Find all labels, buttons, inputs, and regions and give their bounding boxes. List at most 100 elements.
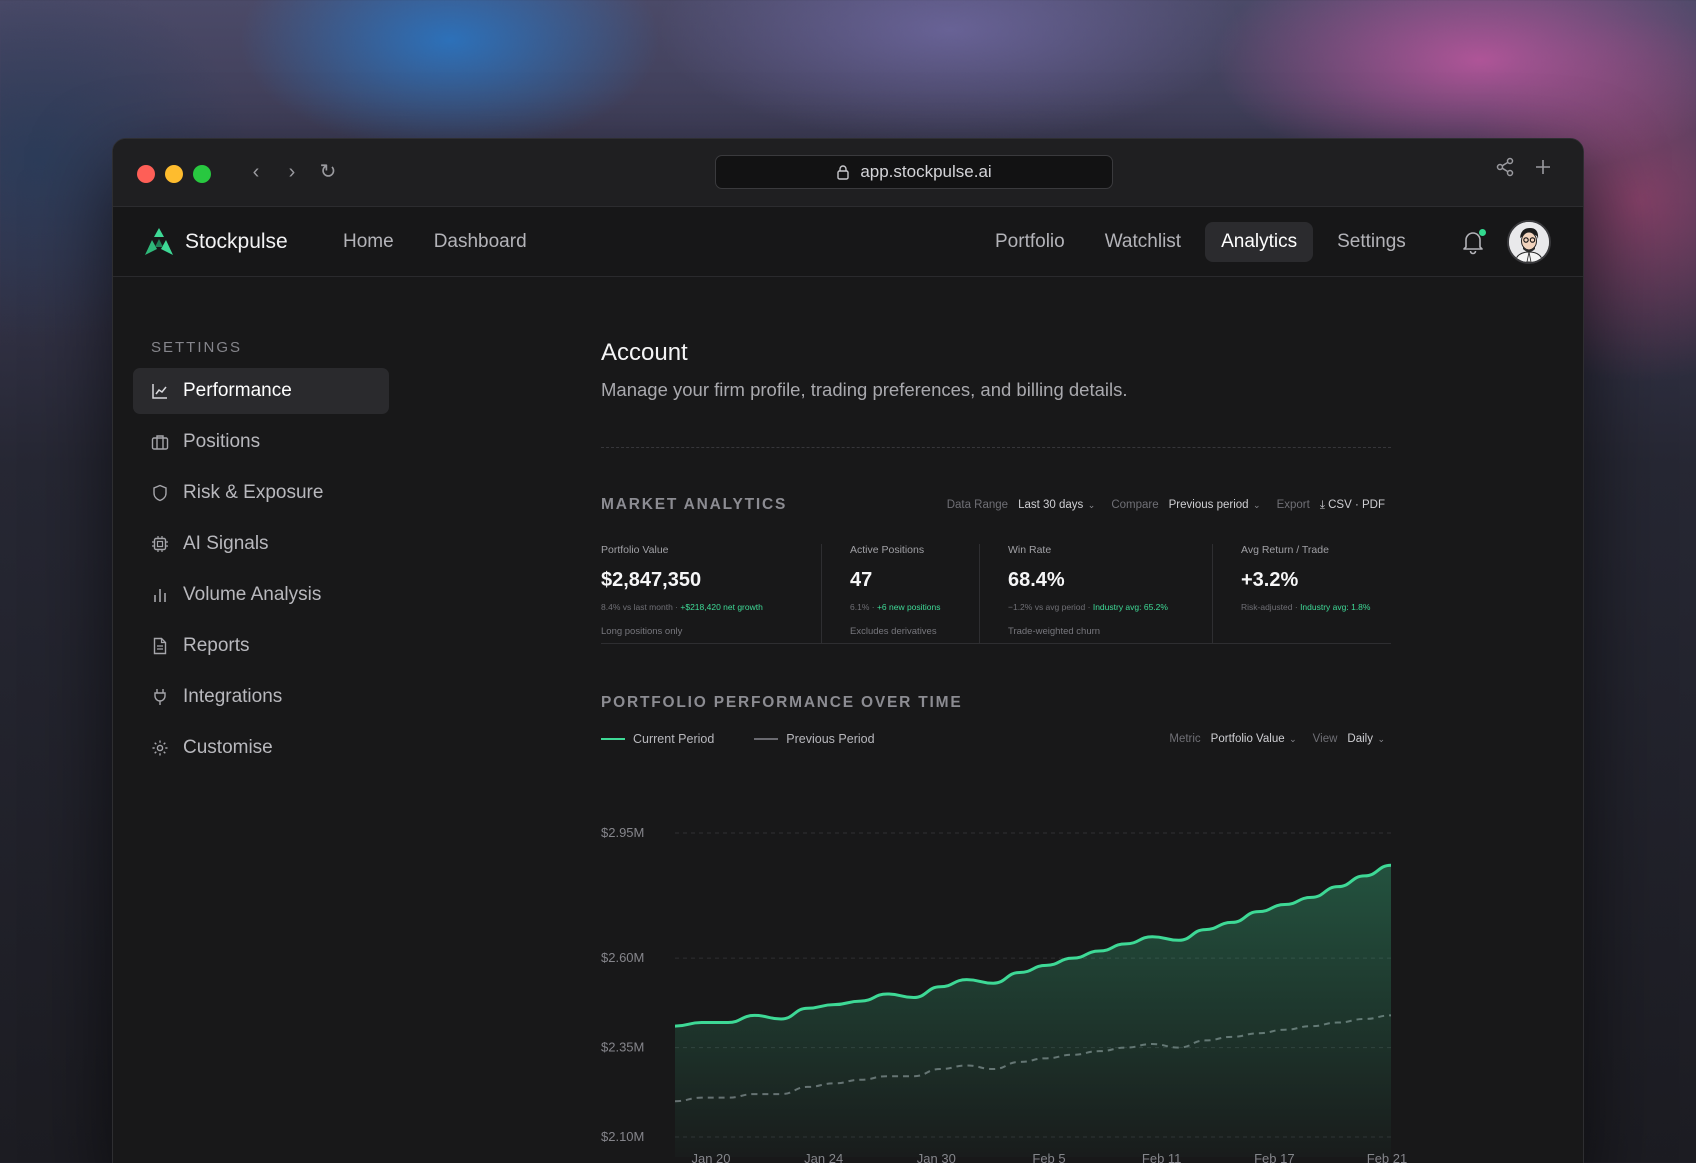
legend-current-label: Current Period — [633, 732, 715, 746]
new-tab-icon[interactable] — [1533, 157, 1553, 177]
y-tick-label: $2.35M — [601, 1040, 644, 1055]
sidebar-item-label: Risk & Exposure — [183, 482, 324, 503]
page-title: Account — [601, 339, 688, 366]
chart-legend: Current Period Previous Period — [601, 732, 875, 746]
lock-icon — [837, 165, 850, 180]
market-analytics-title: MARKET ANALYTICS — [601, 496, 788, 513]
compare-label: Compare — [1111, 499, 1159, 511]
sidebar-item-positions[interactable]: Positions — [133, 419, 389, 465]
user-avatar-icon — [1509, 222, 1549, 262]
maximize-window-button[interactable] — [193, 165, 211, 183]
compare-value: Previous period — [1168, 499, 1249, 511]
chart-controls: Metric Portfolio Value ⌄ View Daily ⌄ — [1169, 733, 1391, 745]
settings-sidebar: SETTINGS Performance Positions Risk & Ex… — [133, 339, 389, 776]
sidebar-heading: SETTINGS — [151, 339, 243, 356]
sidebar-item-risk-exposure[interactable]: Risk & Exposure — [133, 470, 389, 516]
export-button[interactable]: ⤓ CSV · PDF — [1320, 499, 1385, 512]
sidebar-item-reports[interactable]: Reports — [133, 623, 389, 669]
address-bar[interactable]: app.stockpulse.ai — [715, 155, 1113, 189]
forward-icon[interactable]: › — [288, 161, 296, 183]
minimize-window-button[interactable] — [165, 165, 183, 183]
kpi-meta-positive: +$218,420 net growth — [680, 602, 763, 612]
back-icon[interactable]: ‹ — [252, 161, 260, 183]
performance-header: PORTFOLIO PERFORMANCE OVER TIME — [601, 694, 1391, 712]
x-tick-label: Jan 30 — [917, 1151, 956, 1163]
legend-previous-swatch — [754, 738, 779, 740]
nav-dashboard[interactable]: Dashboard — [433, 231, 527, 252]
kpi-note: Excludes derivatives — [850, 626, 937, 637]
nav-analytics[interactable]: Analytics — [1205, 222, 1314, 262]
sidebar-item-ai-signals[interactable]: AI Signals — [133, 521, 389, 567]
kpi-note: Trade-weighted churn — [1008, 626, 1101, 637]
x-tick-label: Jan 24 — [804, 1151, 843, 1163]
browser-titlebar: ‹ › ↻ app.stockpulse.ai — [113, 139, 1583, 207]
gear-icon — [152, 740, 168, 756]
main-content: Account Manage your firm profile, tradin… — [601, 339, 1391, 746]
sidebar-item-integrations[interactable]: Integrations — [133, 674, 389, 720]
avatar[interactable] — [1507, 220, 1551, 264]
close-window-button[interactable] — [137, 165, 155, 183]
x-tick-label: Feb 5 — [1032, 1151, 1065, 1163]
current-period-line — [674, 863, 1392, 1028]
chevron-down-icon: ⌄ — [1250, 500, 1261, 510]
nav-portfolio[interactable]: Portfolio — [995, 231, 1065, 252]
x-tick-label: Feb 21 — [1367, 1151, 1407, 1163]
view-select[interactable]: Daily ⌄ — [1347, 733, 1385, 745]
sidebar-item-label: AI Signals — [183, 533, 269, 554]
sidebar-item-volume-analysis[interactable]: Volume Analysis — [133, 572, 389, 618]
sidebar-item-label: Performance — [183, 380, 292, 401]
share-icon[interactable] — [1495, 157, 1515, 177]
kpi-meta-positive: +6 new positions — [876, 602, 941, 612]
sidebar-item-performance[interactable]: Performance — [133, 368, 389, 414]
market-controls: Data Range Last 30 days ⌄ Compare Previo… — [947, 499, 1391, 512]
kpi-win-rate: Win Rate 68.4% −1.2% vs avg period · Ind… — [979, 544, 1212, 643]
kpi-value: +3.2% — [1241, 569, 1299, 591]
kpi-label: Win Rate — [1008, 544, 1052, 556]
legend-previous[interactable]: Previous Period — [754, 732, 875, 746]
legend-current-swatch — [601, 738, 625, 740]
browser-window: ‹ › ↻ app.stockpulse.ai Stockpulse Home … — [112, 138, 1584, 1163]
metric-label: Metric — [1169, 733, 1201, 745]
kpi-meta-positive: Industry avg: 1.8% — [1300, 602, 1371, 612]
kpi-label: Portfolio Value — [601, 544, 669, 556]
kpi-value: $2,847,350 — [601, 569, 702, 591]
legend-previous-label: Previous Period — [786, 732, 875, 746]
document-icon — [153, 637, 167, 655]
kpi-meta: 8.4% vs last month · +$218,420 net growt… — [601, 602, 763, 612]
nav-settings[interactable]: Settings — [1337, 231, 1406, 252]
metric-value: Portfolio Value — [1210, 733, 1285, 745]
url-text: app.stockpulse.ai — [860, 162, 992, 181]
nav-watchlist[interactable]: Watchlist — [1104, 231, 1182, 252]
export-label: Export — [1276, 499, 1310, 511]
download-icon: ⤓ — [1319, 498, 1329, 511]
section-divider — [601, 447, 1391, 448]
kpi-meta: 6.1% · +6 new positions — [850, 602, 941, 612]
reload-icon[interactable]: ↻ — [319, 161, 337, 183]
browser-nav-controls: ‹ › ↻ — [243, 159, 341, 185]
sidebar-item-label: Positions — [183, 431, 261, 452]
x-tick-label: Jan 20 — [691, 1151, 730, 1163]
chevron-down-icon: ⌄ — [1085, 500, 1096, 510]
sidebar-item-label: Volume Analysis — [183, 584, 322, 605]
cpu-icon — [152, 536, 168, 552]
legend-current[interactable]: Current Period — [601, 732, 714, 746]
compare-select[interactable]: Previous period ⌄ — [1169, 499, 1261, 511]
kpi-row: Portfolio Value $2,847,350 8.4% vs last … — [601, 544, 1391, 644]
nav-home[interactable]: Home — [343, 231, 394, 252]
notifications-button[interactable] — [1461, 229, 1487, 255]
kpi-label: Avg Return / Trade — [1241, 544, 1329, 556]
nav-right: Portfolio Watchlist Analytics Settings — [979, 222, 1422, 262]
kpi-meta: Risk-adjusted · Industry avg: 1.8% — [1241, 602, 1371, 612]
sidebar-item-customise[interactable]: Customise — [133, 725, 389, 771]
sidebar-item-label: Integrations — [183, 686, 283, 707]
chevron-down-icon: ⌄ — [1374, 734, 1385, 744]
kpi-active-positions: Active Positions 47 6.1% · +6 new positi… — [821, 544, 979, 643]
data-range-select[interactable]: Last 30 days ⌄ — [1018, 499, 1095, 511]
page-subtitle: Manage your firm profile, trading prefer… — [601, 379, 1128, 400]
y-tick-label: $2.10M — [601, 1129, 644, 1144]
performance-title: PORTFOLIO PERFORMANCE OVER TIME — [601, 694, 963, 711]
kpi-meta-positive: Industry avg: 65.2% — [1092, 602, 1168, 612]
metric-select[interactable]: Portfolio Value ⌄ — [1211, 733, 1297, 745]
kpi-meta-text: −1.2% vs avg period — [1008, 602, 1086, 612]
brand[interactable]: Stockpulse — [143, 227, 288, 257]
